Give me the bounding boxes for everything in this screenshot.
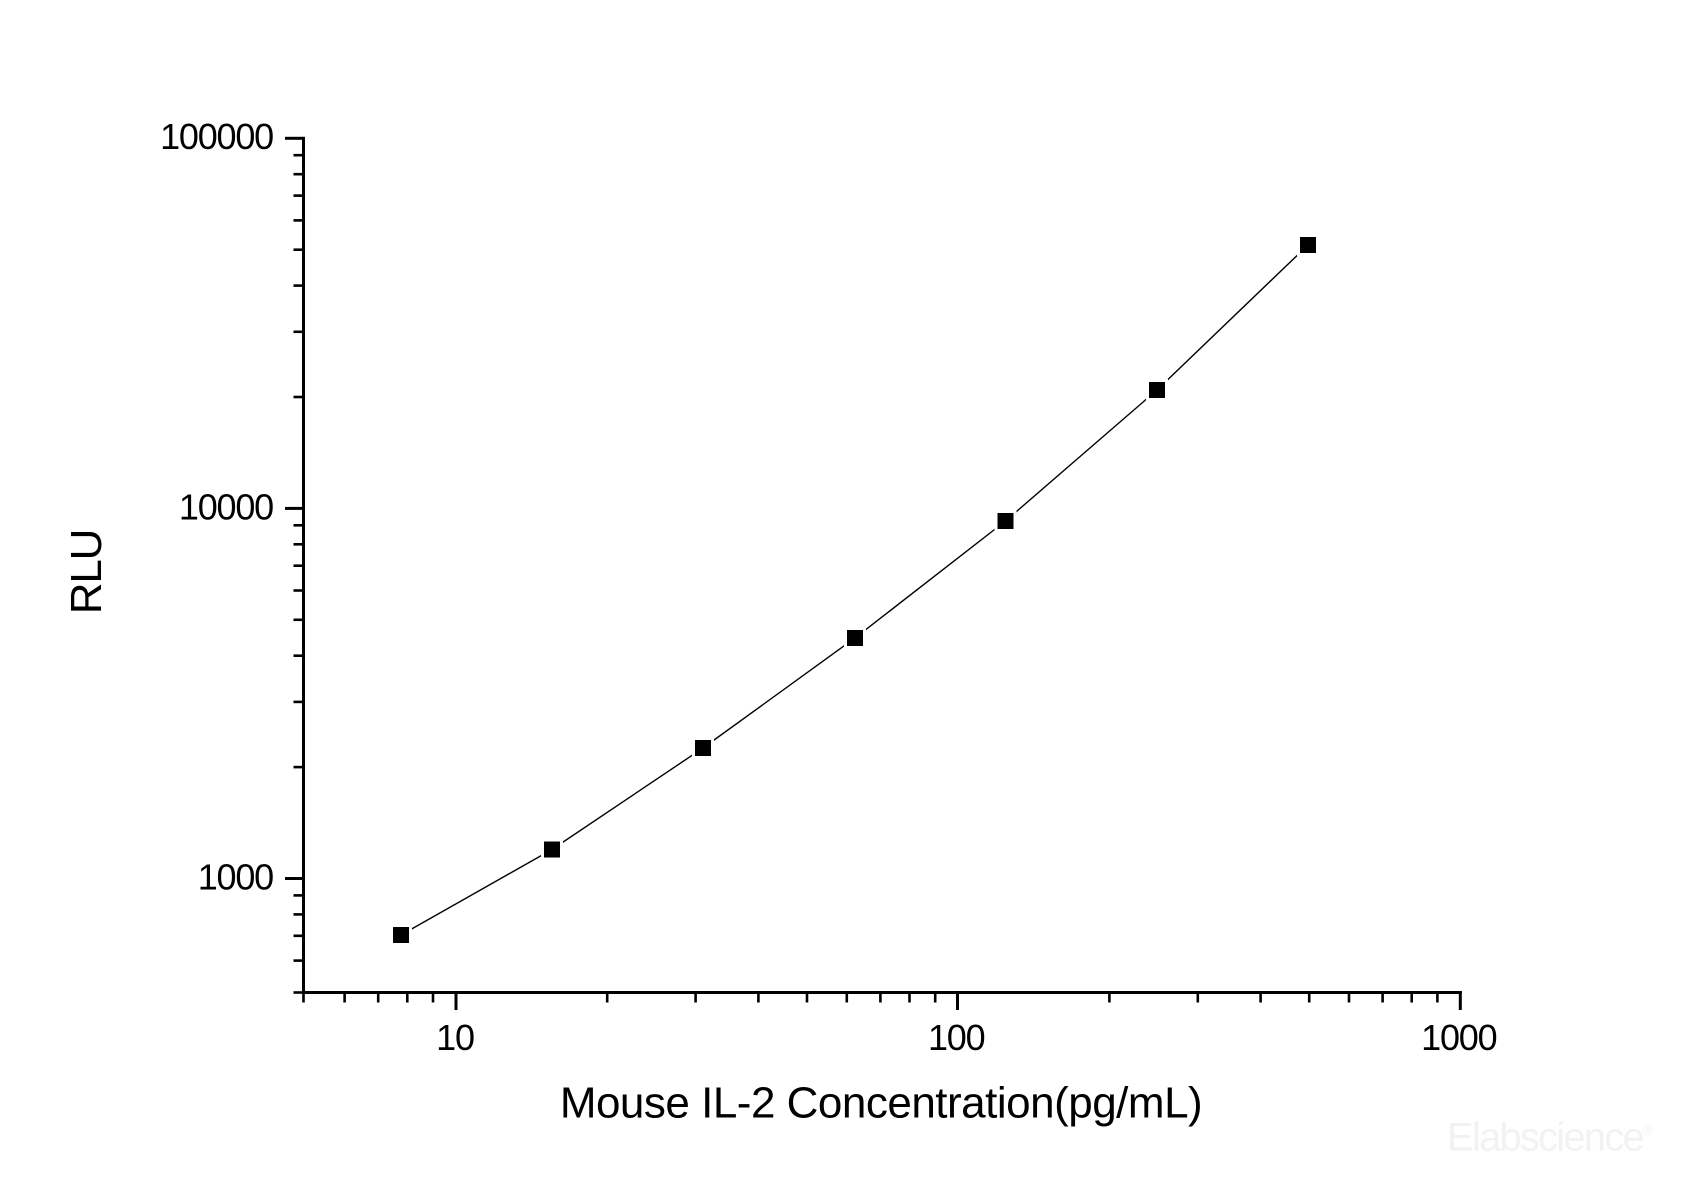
svg-text:100: 100	[928, 1017, 985, 1058]
svg-text:Mouse IL-2 Concentration(pg/mL: Mouse IL-2 Concentration(pg/mL)	[560, 1079, 1202, 1128]
svg-text:1000: 1000	[198, 856, 273, 897]
svg-text:Elabscience®: Elabscience®	[1447, 1116, 1654, 1160]
svg-text:10000: 10000	[179, 486, 273, 527]
svg-text:10: 10	[436, 1017, 474, 1058]
svg-text:1000: 1000	[1421, 1017, 1496, 1058]
svg-text:RLU: RLU	[62, 530, 111, 614]
svg-text:100000: 100000	[160, 116, 273, 157]
